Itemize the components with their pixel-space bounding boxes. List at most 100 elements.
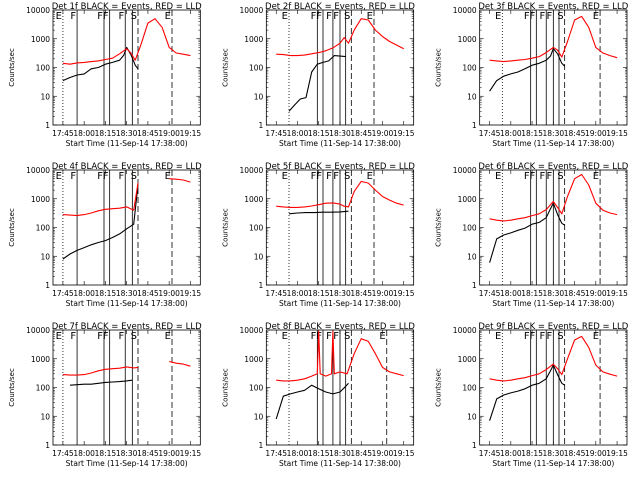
y-axis-label: Counts/sec <box>435 208 443 247</box>
event-marker-label: F <box>524 171 530 182</box>
x-tick-label: 17:45 <box>479 129 501 138</box>
event-marker-label: F <box>97 11 103 22</box>
series-line-lld <box>489 335 618 382</box>
event-marker-label: F <box>311 171 317 182</box>
y-tick-label: 10000 <box>26 326 50 335</box>
event-marker-label: F <box>118 331 124 342</box>
series-line-events <box>489 364 566 421</box>
series-line-lld <box>276 180 404 208</box>
y-axis-label: Counts/sec <box>435 48 443 87</box>
series-line-lld <box>489 173 618 222</box>
y-tick-label: 10 <box>467 92 477 101</box>
y-axis-label: Counts/sec <box>8 48 16 87</box>
y-tick-label: 1 <box>472 441 477 450</box>
x-tick-label: 18:45 <box>350 289 372 298</box>
event-marker-label: E <box>282 11 288 22</box>
x-tick-label: 18:15 <box>521 289 543 298</box>
chart-title: Det 8f BLACK = Events, RED = LLD <box>265 322 415 332</box>
event-marker-label: F <box>316 11 322 22</box>
y-tick-label: 1000 <box>458 35 477 44</box>
x-tick-label: 18:30 <box>116 289 138 298</box>
x-tick-label: 18:15 <box>308 449 330 458</box>
chart-panel-3: Det 3f BLACK = Events, RED = LLD 1 10 100 10… <box>435 2 629 148</box>
y-tick-label: 100 <box>462 224 477 233</box>
series-line-lld <box>169 178 191 183</box>
event-marker-label: F <box>547 171 553 182</box>
series-line-lld <box>276 330 404 382</box>
x-axis-label: Start Time (11-Sep-14 17:38:00) <box>66 459 188 468</box>
event-marker-label: F <box>97 331 103 342</box>
y-tick-label: 10 <box>40 252 50 261</box>
x-tick-label: 19:15 <box>180 449 202 458</box>
x-tick-label: 18:15 <box>95 289 117 298</box>
event-marker-label: F <box>118 171 124 182</box>
x-tick-label: 18:30 <box>543 129 565 138</box>
x-tick-label: 18:00 <box>500 129 522 138</box>
x-tick-label: 18:15 <box>521 449 543 458</box>
event-marker-label: S <box>344 331 350 342</box>
event-marker-label: F <box>530 331 536 342</box>
y-tick-label: 10 <box>254 92 264 101</box>
series-line-lld <box>62 183 139 217</box>
x-tick-label: 18:15 <box>308 289 330 298</box>
y-tick-label: 10000 <box>26 166 50 175</box>
event-marker-label: E <box>165 11 171 22</box>
chart-panel-7: Det 7f BLACK = Events, RED = LLD 1 10 100 10… <box>8 322 202 468</box>
x-tick-label: 18:00 <box>500 289 522 298</box>
x-tick-label: 18:45 <box>137 129 159 138</box>
x-axis-label: Start Time (11-Sep-14 17:38:00) <box>279 299 401 308</box>
series-line-events <box>288 210 349 215</box>
y-axis-label: Counts/sec <box>221 368 229 407</box>
y-tick-label: 1000 <box>458 195 477 204</box>
series-line-events <box>275 382 349 420</box>
chart-title: Det 1f BLACK = Events, RED = LLD <box>52 2 202 12</box>
event-marker-label: E <box>495 11 501 22</box>
chart-panel-4: Det 4f BLACK = Events, RED = LLD 1 10 100 10… <box>8 162 202 308</box>
event-marker-label: F <box>97 171 103 182</box>
y-tick-label: 10000 <box>453 6 477 15</box>
y-tick-label: 1000 <box>458 355 477 364</box>
plot-frame <box>52 329 201 446</box>
y-tick-label: 1 <box>259 281 264 290</box>
event-marker-label: F <box>326 171 332 182</box>
y-tick-label: 1 <box>472 121 477 130</box>
event-marker-label: E <box>56 331 62 342</box>
x-tick-label: 18:45 <box>137 449 159 458</box>
event-marker-label: E <box>282 171 288 182</box>
y-axis-label: Counts/sec <box>221 48 229 87</box>
y-tick-label: 100 <box>36 64 51 73</box>
x-tick-label: 18:00 <box>73 289 95 298</box>
x-tick-label: 18:30 <box>116 449 138 458</box>
event-marker-label: S <box>557 331 563 342</box>
event-marker-label: E <box>367 171 373 182</box>
chart-panel-9: Det 9f BLACK = Events, RED = LLD 1 10 100 10… <box>435 322 629 468</box>
x-tick-label: 19:00 <box>585 449 607 458</box>
event-marker-label: F <box>333 331 339 342</box>
x-tick-label: 18:00 <box>73 449 95 458</box>
y-tick-label: 10 <box>467 412 477 421</box>
x-tick-label: 19:15 <box>606 449 628 458</box>
series-line-events <box>62 184 139 260</box>
event-marker-label: E <box>495 171 501 182</box>
event-marker-label: F <box>530 11 536 22</box>
y-tick-label: 1000 <box>31 195 50 204</box>
event-marker-label: F <box>311 11 317 22</box>
event-marker-label: S <box>344 171 350 182</box>
y-tick-label: 1000 <box>244 355 263 364</box>
series-line-lld <box>276 18 404 57</box>
chart-title: Det 6f BLACK = Events, RED = LLD <box>478 162 628 172</box>
event-marker-label: E <box>56 11 62 22</box>
event-marker-label: E <box>367 11 373 22</box>
x-tick-label: 18:45 <box>564 449 586 458</box>
chart-title: Det 2f BLACK = Events, RED = LLD <box>265 2 415 12</box>
event-marker-label: F <box>316 171 322 182</box>
x-tick-label: 18:15 <box>95 129 117 138</box>
chart-panel-6: Det 6f BLACK = Events, RED = LLD 1 10 100 10… <box>435 162 629 308</box>
y-tick-label: 100 <box>249 224 264 233</box>
x-axis-label: Start Time (11-Sep-14 17:38:00) <box>492 299 614 308</box>
x-tick-label: 19:00 <box>585 129 607 138</box>
event-marker-label: F <box>326 11 332 22</box>
x-tick-label: 19:00 <box>585 289 607 298</box>
event-marker-label: F <box>524 11 530 22</box>
